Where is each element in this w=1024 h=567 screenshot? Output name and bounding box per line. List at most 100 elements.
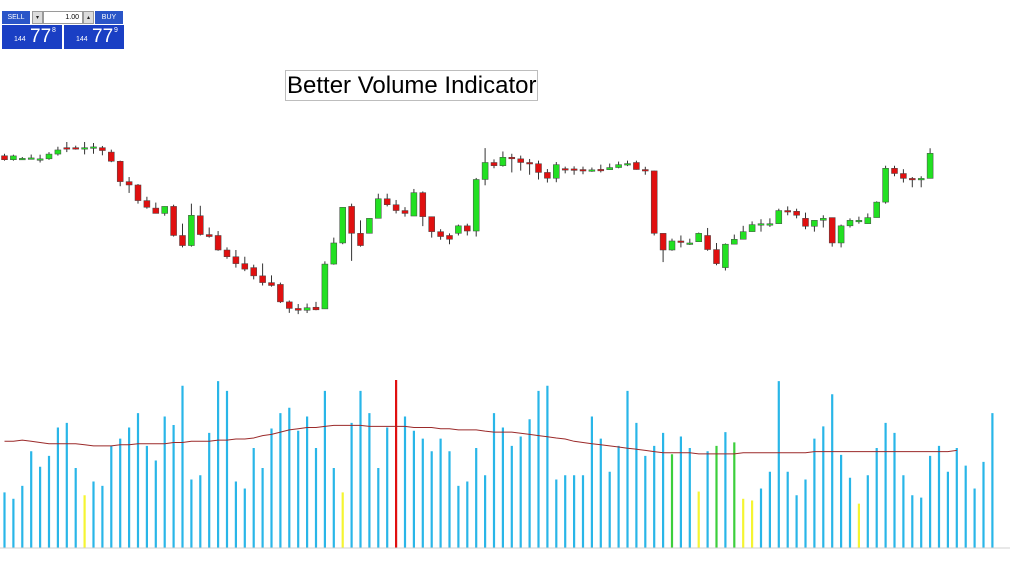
candle [535,160,542,180]
candle [695,232,702,242]
buy-price-button[interactable]: 144 77 9 [64,25,124,49]
candle-body-bear [428,216,435,232]
candle [259,263,266,286]
quantity-decrement-button[interactable]: ▾ [32,11,43,24]
candle-body-bear [508,157,516,160]
candle [90,143,97,154]
candle-body-bull [19,158,26,161]
quantity-input[interactable]: 1.00 [43,11,83,24]
candle [668,238,676,251]
candle [802,212,809,230]
candle [72,145,79,150]
candle [232,250,240,268]
candle [793,208,800,219]
candle [642,166,649,175]
candle [286,300,293,313]
candle [775,208,783,224]
quantity-increment-button[interactable]: ▴ [83,11,94,24]
candle [570,166,578,175]
sell-button[interactable]: SELL [2,11,30,24]
candle-body-bear [891,168,898,174]
candle [241,256,249,272]
candle [268,275,275,287]
candle [579,166,587,175]
candle-body-bear [179,235,186,246]
candle-body-bull [775,210,783,224]
candle-body-bear [63,147,71,150]
candle-body-bull [855,220,863,223]
candle [713,242,720,266]
candle-body-bear [597,169,605,172]
candle-body-bear [517,158,524,163]
candle [303,303,311,314]
candle [63,141,71,153]
candle [1,153,8,161]
candle-body-bear [1,155,8,160]
candle-body-bull [455,225,462,234]
candle-body-bull [366,218,373,234]
candle-body-bull [330,242,338,265]
candle [490,159,498,169]
candle-body-bear [802,218,809,227]
candle-body-bull [481,162,489,180]
candle-body-bull [757,223,765,226]
sell-price-big-figure: 144 [14,36,26,43]
buy-price-pips: 77 [92,26,114,47]
candle [606,163,613,170]
candle [704,227,711,251]
candle-body-bull [766,223,774,226]
candle-body-bull [882,168,889,203]
candle-body-bull [731,239,738,245]
candle [882,165,889,204]
candle [116,160,124,187]
volume-moving-average [4,424,957,455]
candle [446,233,453,245]
volume-average-line [4,424,957,455]
candle-body-bear [170,206,177,236]
candle-body-bear [72,147,79,150]
candle [392,199,400,214]
sell-price-button[interactable]: 144 77 8 [2,25,62,49]
candle-body-bear [214,235,222,251]
candle [909,177,916,188]
candle [81,141,88,155]
candle [686,238,694,245]
candle-body-bull [668,240,676,251]
candle [855,216,863,224]
sell-price-pips: 77 [30,26,52,47]
candle-body-bull [81,147,88,150]
candle [508,153,516,173]
candle-body-bull [748,224,756,232]
candle [597,164,605,173]
candle-body-bull [303,307,311,311]
candle [214,231,222,251]
candle-body-bear [357,233,364,246]
candle-body-bull [321,263,329,310]
candle [784,206,791,216]
candle-body-bull [375,198,382,219]
candle-body-bear [659,233,667,251]
candle [926,148,934,179]
candle [650,170,658,236]
candle-body-bear [392,204,400,211]
candle-body-bull [161,206,168,214]
candle-body-bear [134,184,142,201]
candle [312,301,320,311]
candle [357,220,364,247]
candle [837,224,845,248]
candle [401,207,409,217]
buy-button[interactable]: BUY [95,11,123,24]
indicator-title: Better Volume Indicator [285,70,539,101]
candle [588,167,596,172]
candle-body-bear [793,211,800,216]
candle [54,146,62,156]
candle-body-bear [633,162,640,170]
trade-panel-top-row: SELL ▾ 1.00 ▴ BUY [2,11,124,24]
candle-body-bear [544,172,551,179]
candle [731,234,738,245]
candle-body-bear [152,207,160,214]
candle-body-bull [588,169,596,172]
candle-body-bull [739,231,747,240]
candle-body-bull [624,163,631,166]
candle [455,224,462,236]
